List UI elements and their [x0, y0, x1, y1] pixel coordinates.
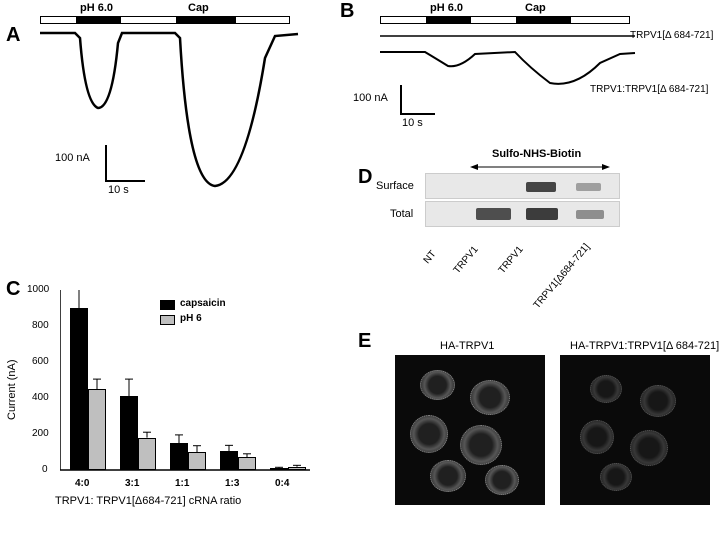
panel-a-scale-x-text: 10 s [108, 184, 129, 196]
panel-a-stim-bar [40, 16, 290, 24]
panel-b-traces [380, 28, 640, 108]
panel-d-lane-0: NT [422, 249, 439, 266]
panel-a-stim2-label: Cap [188, 2, 209, 14]
panel-c-ytick-0: 0 [42, 464, 48, 475]
panel-a-label: A [6, 24, 20, 47]
panel-b-stim1-label: pH 6.0 [430, 2, 463, 14]
panel-d-header: Sulfo-NHS-Biotin [492, 148, 581, 160]
panel-c-cat-0: 4:0 [75, 478, 89, 489]
panel-a-trace [40, 28, 300, 198]
panel-c-cat-3: 1:3 [225, 478, 239, 489]
panel-a-scale-y [105, 145, 107, 180]
panel-b-trace2-label: TRPV1:TRPV1[Δ 684-721] [590, 84, 708, 95]
panel-d-row2-label: Total [390, 208, 413, 220]
panel-a-stim1-label: pH 6.0 [80, 2, 113, 14]
panel-c-ylabel: Current (nA) [6, 359, 18, 420]
panel-a-scale-y-text: 100 nA [55, 152, 90, 164]
panel-c-error-bars [70, 290, 120, 470]
panel-d-lane-2: TRPV1 [497, 244, 526, 276]
panel-b-label: B [340, 0, 354, 23]
panel-c-label: C [6, 278, 20, 301]
panel-b-stim2-label: Cap [525, 2, 546, 14]
panel-c-ytick-3: 600 [32, 356, 49, 367]
panel-e-label: E [358, 330, 371, 353]
panel-e-img1-label: HA-TRPV1 [440, 340, 494, 352]
panel-b-scale-y [400, 85, 402, 113]
panel-b-stim-fill-2 [516, 17, 571, 23]
panel-c-ytick-2: 400 [32, 392, 49, 403]
panel-e-micrograph-2 [560, 355, 710, 505]
panel-a-stim-fill-2 [176, 17, 236, 23]
panel-c-legend-cap: capsaicin [180, 298, 226, 309]
panel-b-scale-y-text: 100 nA [353, 92, 388, 104]
panel-d-header-arrow [470, 162, 610, 172]
panel-d-label: D [358, 166, 372, 189]
panel-c-cat-1: 3:1 [125, 478, 139, 489]
panel-d-blot-surface [425, 173, 620, 199]
panel-b-trace1-label: TRPV1[Δ 684-721] [630, 30, 713, 41]
panel-d-row1-label: Surface [376, 180, 414, 192]
panel-c-error-bars [270, 290, 320, 470]
panel-a-scale-x [105, 180, 145, 182]
panel-c-legend-ph-swatch [160, 315, 175, 325]
panel-b-stim-fill-1 [426, 17, 471, 23]
panel-c-cat-2: 1:1 [175, 478, 189, 489]
panel-c-cat-4: 0:4 [275, 478, 289, 489]
panel-c-error-bars [220, 290, 270, 470]
panel-d-lane-1: TRPV1 [452, 244, 481, 276]
panel-b-stim-bar [380, 16, 630, 24]
panel-c-xlabel: TRPV1: TRPV1[Δ684-721] cRNA ratio [55, 495, 241, 507]
panel-c-ytick-4: 800 [32, 320, 49, 331]
panel-b-scale-x-text: 10 s [402, 117, 423, 129]
panel-d-blot-total [425, 201, 620, 227]
panel-c-legend-cap-swatch [160, 300, 175, 310]
panel-e-micrograph-1 [395, 355, 545, 505]
panel-e-img2-label: HA-TRPV1:TRPV1[Δ 684-721] [570, 340, 719, 352]
panel-a-stim-fill-1 [76, 17, 121, 23]
panel-c-legend-ph: pH 6 [180, 313, 202, 324]
panel-b-scale-x [400, 113, 435, 115]
panel-d-lane-3: TRPV1[Δ684-721] [532, 242, 593, 311]
panel-c-ytick-5: 1000 [27, 284, 49, 295]
panel-c-ytick-1: 200 [32, 428, 49, 439]
